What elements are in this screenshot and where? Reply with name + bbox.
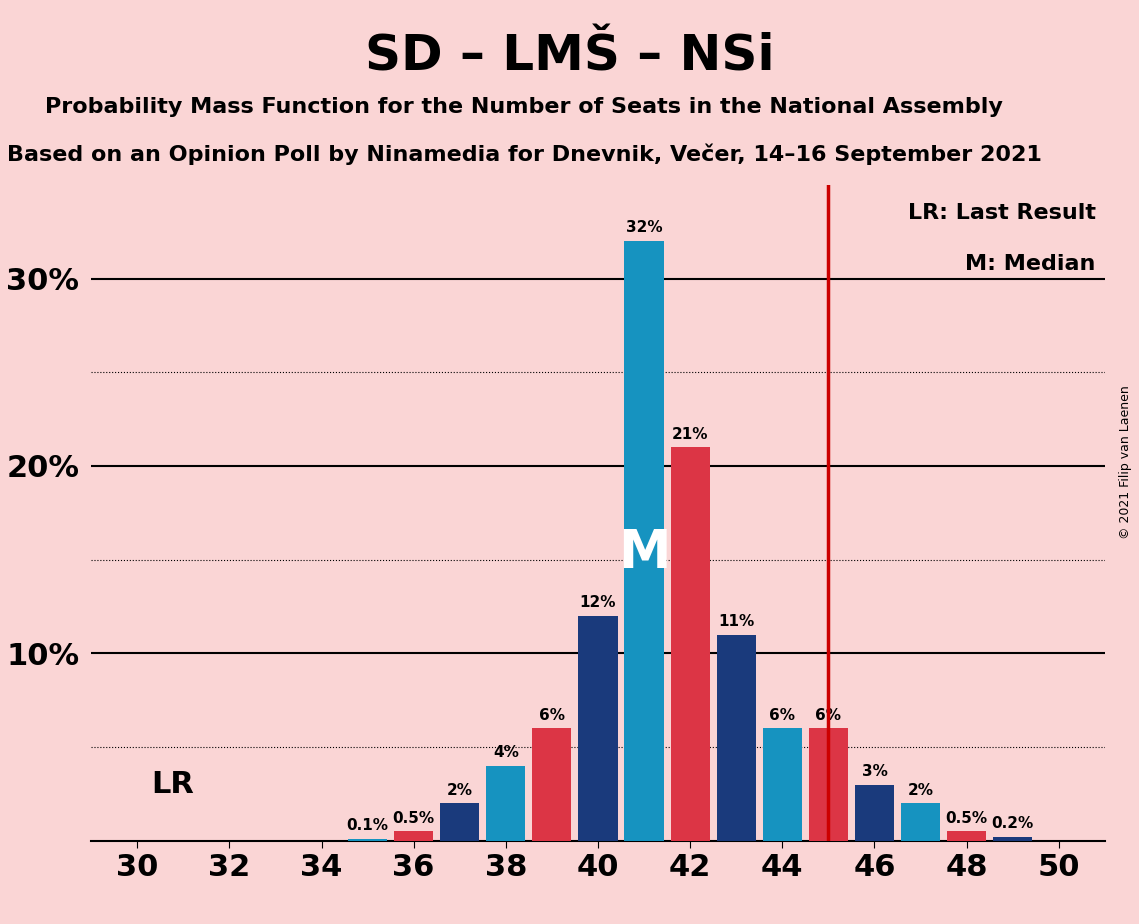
Text: M: M — [617, 527, 671, 579]
Text: 12%: 12% — [580, 595, 616, 610]
Bar — [901, 803, 940, 841]
Text: LR: LR — [151, 770, 194, 799]
Text: 4%: 4% — [493, 746, 518, 760]
Text: M: Median: M: Median — [965, 253, 1096, 274]
Text: 2%: 2% — [908, 783, 934, 797]
Bar — [624, 241, 664, 841]
Text: 32%: 32% — [625, 221, 663, 236]
Bar — [671, 447, 710, 841]
Bar — [763, 728, 802, 841]
Text: 3%: 3% — [861, 764, 887, 779]
Text: SD – LMŠ – NSi: SD – LMŠ – NSi — [364, 32, 775, 80]
Text: 6%: 6% — [816, 708, 842, 723]
Bar — [855, 784, 894, 841]
Bar — [440, 803, 480, 841]
Bar — [579, 616, 617, 841]
Text: 11%: 11% — [718, 614, 754, 629]
Bar — [349, 839, 387, 841]
Bar — [993, 837, 1032, 841]
Bar — [394, 832, 433, 841]
Bar — [809, 728, 847, 841]
Text: Probability Mass Function for the Number of Seats in the National Assembly: Probability Mass Function for the Number… — [46, 97, 1002, 117]
Text: 0.1%: 0.1% — [346, 819, 388, 833]
Bar — [947, 832, 986, 841]
Text: 6%: 6% — [539, 708, 565, 723]
Bar — [486, 766, 525, 841]
Bar — [716, 635, 756, 841]
Text: © 2021 Filip van Laenen: © 2021 Filip van Laenen — [1118, 385, 1132, 539]
Text: 2%: 2% — [446, 783, 473, 797]
Text: 0.5%: 0.5% — [945, 811, 988, 826]
Text: 6%: 6% — [769, 708, 795, 723]
Text: 21%: 21% — [672, 427, 708, 442]
Text: Based on an Opinion Poll by Ninamedia for Dnevnik, Večer, 14–16 September 2021: Based on an Opinion Poll by Ninamedia fo… — [7, 143, 1041, 164]
Text: 0.5%: 0.5% — [393, 811, 435, 826]
Bar — [532, 728, 572, 841]
Text: 0.2%: 0.2% — [992, 817, 1034, 832]
Text: LR: Last Result: LR: Last Result — [908, 203, 1096, 223]
